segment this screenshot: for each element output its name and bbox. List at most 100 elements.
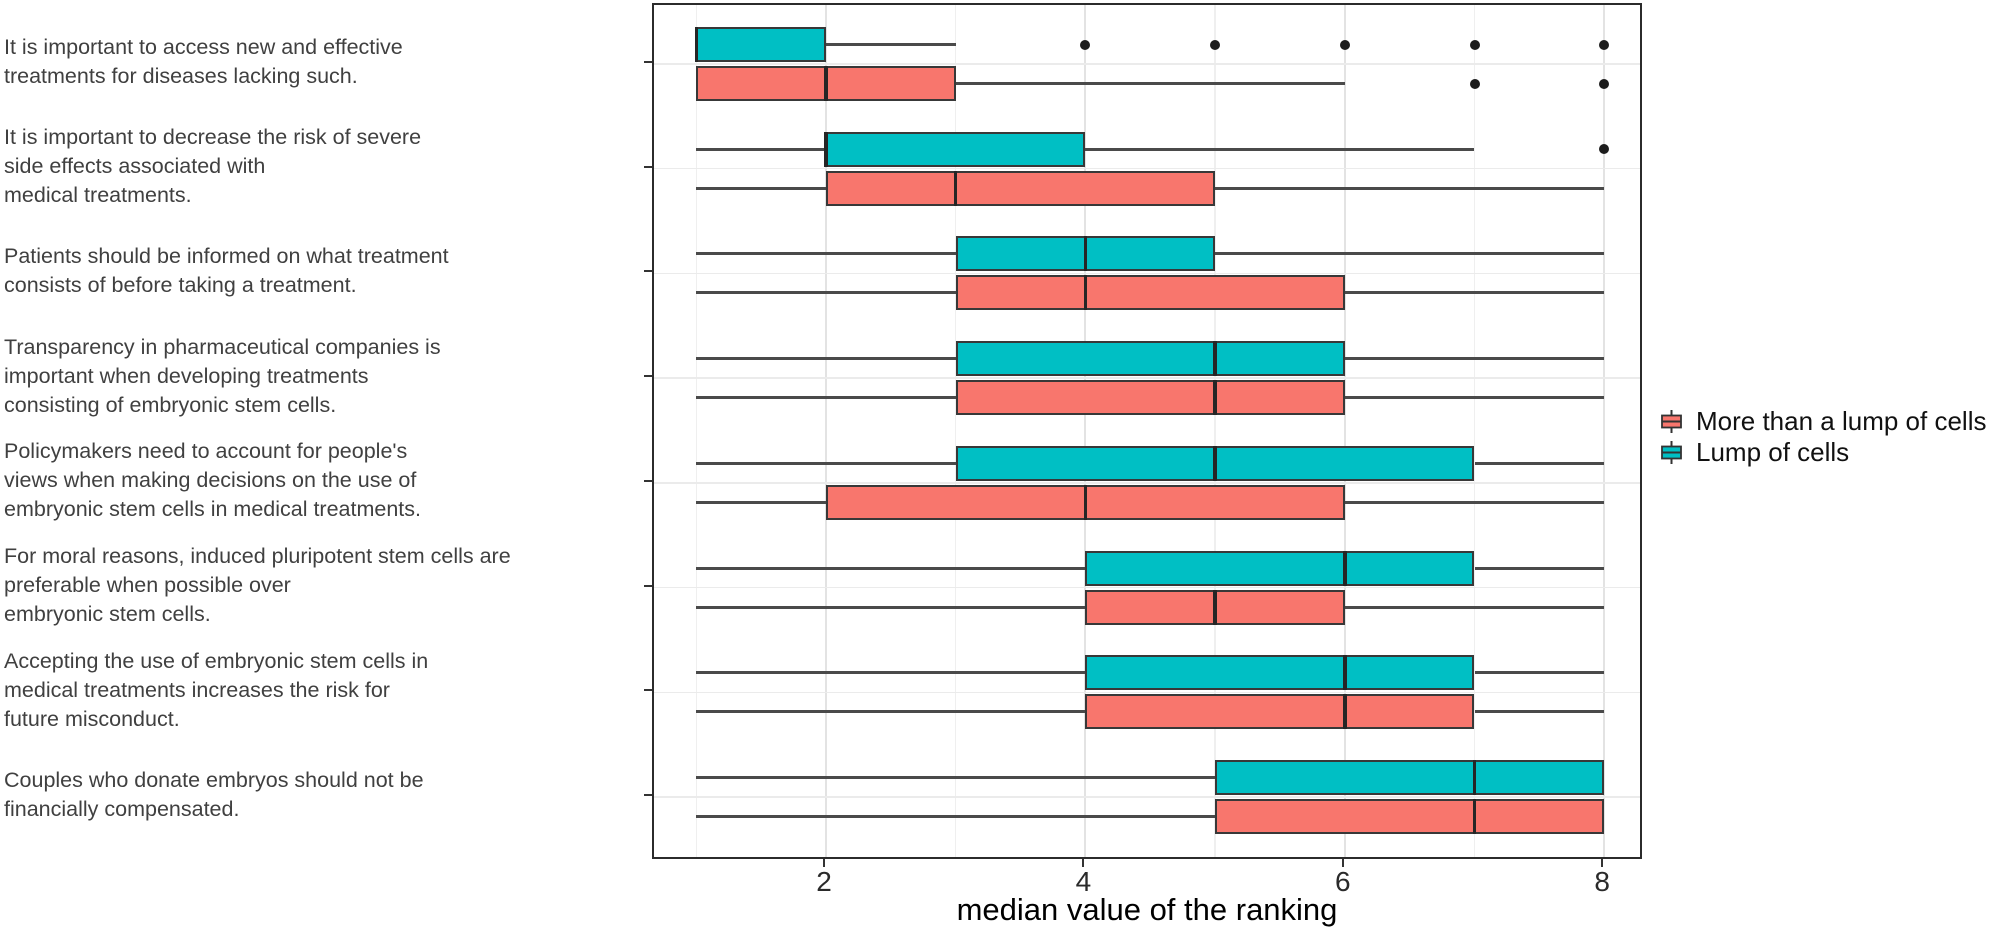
legend-label: Lump of cells: [1696, 437, 1850, 467]
legend: More than a lump of cells Lump of cells: [1658, 406, 1986, 468]
whisker-upper: [826, 43, 956, 46]
boxplot-median-line: [1213, 589, 1217, 625]
category-label-line: side effects associated with: [4, 154, 266, 179]
boxplot-box: [955, 341, 1345, 377]
category-label-line: It is important to decrease the risk of …: [4, 125, 422, 150]
boxplot-box: [1085, 694, 1475, 730]
boxplot-median-line: [1083, 236, 1088, 272]
y-axis-tick: [644, 270, 652, 273]
x-tick-label: 2: [816, 866, 832, 897]
whisker-lower: [696, 814, 1216, 818]
x-tick-label: 4: [1075, 866, 1092, 897]
whisker-lower: [696, 396, 956, 400]
boxplot-key-icon: [1661, 441, 1682, 464]
boxplot-median-line: [1083, 484, 1088, 520]
gridline-y: [654, 63, 1640, 65]
gridline-x-major: [1343, 5, 1346, 857]
category-label-line: embryonic stem cells.: [4, 602, 211, 627]
whisker-lower: [696, 357, 956, 361]
gridline-x-major: [1084, 5, 1087, 857]
category-label-line: For moral reasons, induced pluripotent s…: [4, 544, 511, 569]
whisker-upper: [955, 82, 1345, 85]
gridline-y: [654, 377, 1640, 379]
boxplot-box: [955, 380, 1345, 416]
whisker-upper: [1215, 186, 1605, 190]
boxplot-median-line: [1213, 380, 1217, 416]
whisker-upper: [1474, 461, 1605, 465]
y-axis-tick: [644, 165, 652, 168]
outlier-dot: [1469, 39, 1480, 50]
y-axis-tick: [644, 61, 652, 63]
boxplot-median-line: [1213, 445, 1217, 481]
gridline-y: [654, 796, 1640, 798]
boxplot-median-line: [1472, 798, 1477, 834]
whisker-upper: [1344, 357, 1605, 361]
whisker-lower: [696, 566, 1086, 570]
outlier-dot: [1339, 39, 1350, 50]
gridline-x-minor: [1473, 5, 1476, 857]
category-label-line: It is important to access new and effect…: [4, 35, 403, 59]
category-label: Policymakers need to account for people'…: [4, 437, 564, 524]
boxplot-median-line: [1083, 275, 1088, 311]
gridline-x-major: [1603, 5, 1606, 857]
y-axis-tick: [644, 375, 652, 378]
whisker-lower: [696, 775, 1216, 779]
category-label: It is important to access new and effect…: [4, 33, 564, 91]
boxplot-median-line: [1472, 759, 1477, 795]
category-label-line: consisting of embryonic stem cells.: [4, 392, 337, 417]
category-label-line: views when making decisions on the use o…: [4, 468, 417, 493]
legend-item-lump-of-cells: Lump of cells: [1658, 437, 1986, 468]
boxplot-median-line: [1343, 655, 1347, 691]
x-axis-title: median value of the ranking: [956, 892, 1338, 927]
gridline-x-minor: [695, 5, 698, 857]
whisker-lower: [696, 605, 1086, 609]
gridline-x-minor: [1214, 5, 1216, 857]
category-label-line: Transparency in pharmaceutical companies…: [4, 334, 441, 359]
category-label: Accepting the use of embryonic stem cell…: [4, 647, 564, 734]
whisker-lower: [696, 710, 1086, 714]
whisker-upper: [1215, 252, 1605, 256]
boxplot-box: [824, 131, 1086, 167]
category-label-line: Accepting the use of embryonic stem cell…: [4, 648, 429, 673]
x-axis-tick: [1082, 859, 1085, 867]
x-axis-tick: [1341, 859, 1344, 867]
whisker-lower: [696, 147, 826, 151]
whisker-upper: [1344, 605, 1605, 609]
boxplot-median-line: [1343, 694, 1347, 730]
category-label: Patients should be informed on what trea…: [4, 242, 564, 300]
boxplot-median-line: [694, 27, 699, 62]
x-axis-tick: [823, 859, 825, 867]
outlier-dot: [1210, 39, 1221, 50]
category-label-line: embryonic stem cells in medical treatmen…: [4, 497, 422, 522]
legend-label: More than a lump of cells: [1696, 406, 1987, 436]
boxplot-box: [826, 170, 1216, 206]
whisker-lower: [696, 461, 956, 465]
gridline-y: [654, 482, 1640, 484]
y-axis-tick: [644, 689, 652, 692]
gridline-x-minor: [954, 5, 957, 857]
gridline-y: [654, 272, 1640, 275]
category-label-line: Couples who donate embryos should not be: [4, 767, 424, 792]
category-label-line: medical treatments.: [4, 183, 192, 208]
boxplot-median-line: [1343, 550, 1347, 586]
boxplot-median-line: [824, 131, 828, 167]
whisker-upper: [1474, 710, 1605, 714]
boxplot-box: [1085, 550, 1475, 586]
x-axis-tick: [1601, 859, 1604, 867]
gridline-y: [654, 586, 1640, 589]
category-label-line: financially compensated.: [4, 796, 240, 821]
category-label: Transparency in pharmaceutical companies…: [4, 333, 564, 420]
boxplot-key-icon: [1661, 410, 1682, 433]
whisker-lower: [696, 186, 826, 190]
category-label: Couples who donate embryos should not be…: [4, 766, 564, 824]
category-label-line: medical treatments increases the risk fo…: [4, 677, 390, 702]
y-axis-tick: [644, 479, 652, 482]
boxplot-box: [696, 66, 956, 101]
x-tick-label: 8: [1594, 866, 1610, 897]
boxplot-box: [1215, 798, 1605, 834]
boxplot-box: [826, 484, 1345, 520]
outlier-dot: [1599, 78, 1610, 89]
boxplot-box: [1215, 759, 1605, 795]
whisker-lower: [696, 291, 956, 295]
boxplot-box: [955, 275, 1345, 311]
